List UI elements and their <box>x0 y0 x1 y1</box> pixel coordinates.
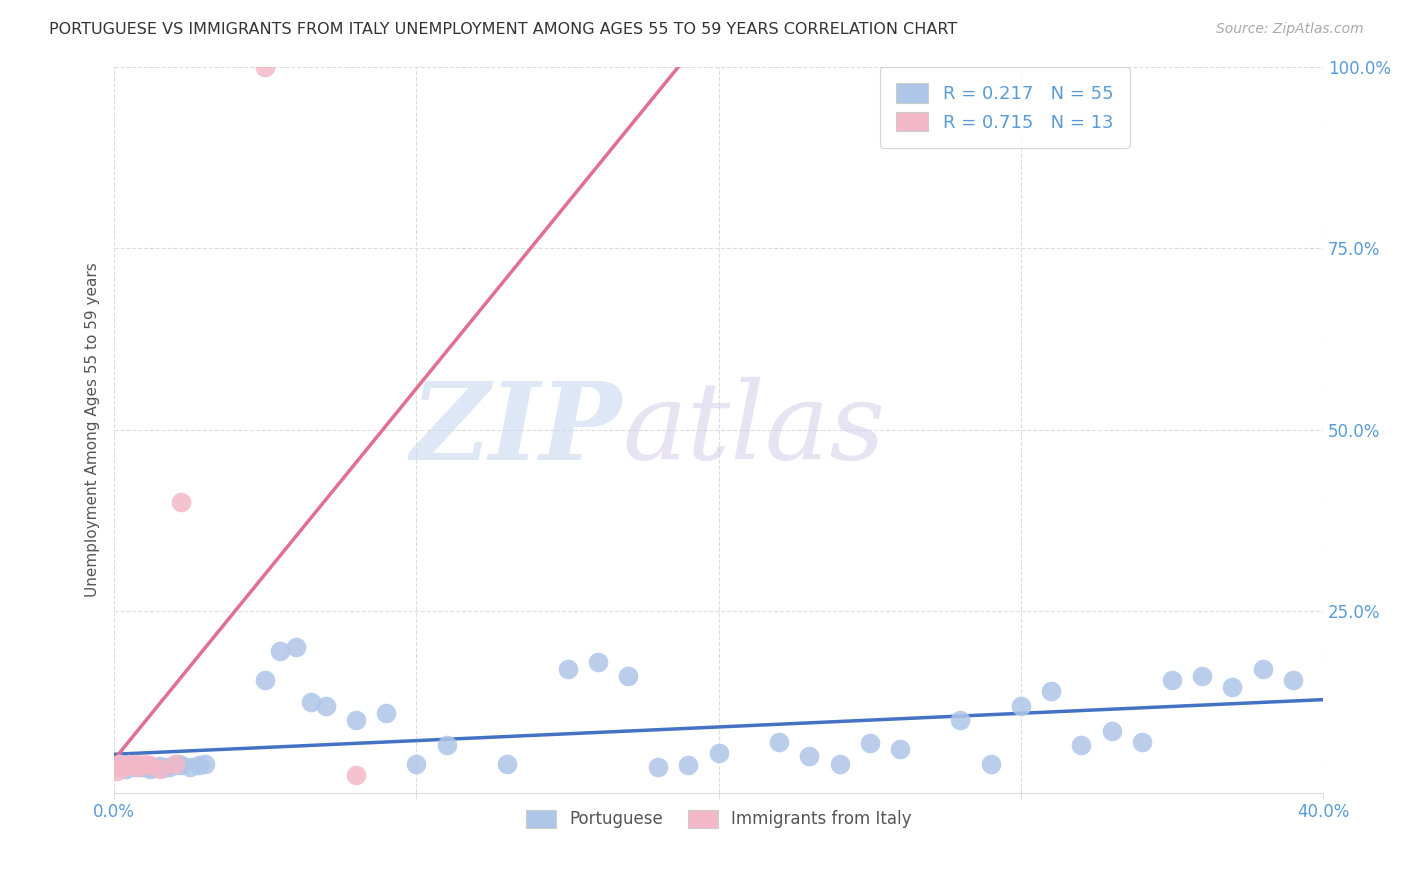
Point <box>194 756 217 771</box>
Point <box>157 759 180 773</box>
Point <box>163 758 186 772</box>
Point <box>496 756 519 771</box>
Text: PORTUGUESE VS IMMIGRANTS FROM ITALY UNEMPLOYMENT AMONG AGES 55 TO 59 YEARS CORRE: PORTUGUESE VS IMMIGRANTS FROM ITALY UNEM… <box>49 22 957 37</box>
Point <box>139 762 162 776</box>
Point <box>254 673 277 687</box>
Point <box>118 756 141 771</box>
Point <box>889 742 911 756</box>
Point <box>152 761 174 775</box>
Point <box>678 758 700 772</box>
Point <box>284 640 307 655</box>
Point <box>1222 681 1244 695</box>
Point <box>1130 735 1153 749</box>
Point <box>124 759 146 773</box>
Point <box>127 758 149 772</box>
Point <box>1282 673 1305 687</box>
Point <box>118 758 141 772</box>
Point <box>315 698 337 713</box>
Point <box>949 713 972 727</box>
Point <box>124 756 146 771</box>
Point <box>1251 662 1274 676</box>
Point <box>127 759 149 773</box>
Point <box>1161 673 1184 687</box>
Point <box>105 760 128 774</box>
Point <box>166 756 188 771</box>
Y-axis label: Unemployment Among Ages 55 to 59 years: Unemployment Among Ages 55 to 59 years <box>86 262 100 597</box>
Point <box>163 756 186 771</box>
Point <box>405 756 427 771</box>
Point <box>136 759 159 773</box>
Point <box>436 739 458 753</box>
Point <box>375 706 398 720</box>
Point <box>269 644 291 658</box>
Point <box>344 713 367 727</box>
Legend: Portuguese, Immigrants from Italy: Portuguese, Immigrants from Italy <box>519 803 918 835</box>
Text: Source: ZipAtlas.com: Source: ZipAtlas.com <box>1216 22 1364 37</box>
Point <box>110 756 132 771</box>
Point <box>134 756 156 771</box>
Point <box>131 759 153 773</box>
Point <box>344 767 367 781</box>
Point <box>1101 723 1123 738</box>
Point <box>707 746 730 760</box>
Point <box>139 758 162 772</box>
Point <box>254 60 277 74</box>
Point <box>105 764 128 778</box>
Point <box>586 655 609 669</box>
Point <box>148 762 170 776</box>
Point <box>1040 684 1063 698</box>
Point <box>1191 669 1213 683</box>
Point <box>115 762 138 776</box>
Point <box>170 495 193 509</box>
Point <box>121 758 143 772</box>
Point <box>112 759 135 773</box>
Point <box>170 758 193 772</box>
Point <box>142 759 165 773</box>
Point <box>557 662 579 676</box>
Point <box>148 759 170 773</box>
Point <box>187 758 209 772</box>
Point <box>647 760 669 774</box>
Point <box>859 736 882 750</box>
Point <box>110 756 132 771</box>
Point <box>1010 698 1032 713</box>
Point <box>179 759 201 773</box>
Point <box>768 735 790 749</box>
Point <box>1070 739 1092 753</box>
Point <box>134 760 156 774</box>
Point <box>617 669 640 683</box>
Point <box>799 749 821 764</box>
Point <box>299 695 322 709</box>
Point <box>980 756 1002 771</box>
Text: ZIP: ZIP <box>411 376 621 483</box>
Point <box>828 756 851 771</box>
Point <box>112 758 135 772</box>
Text: atlas: atlas <box>621 377 884 483</box>
